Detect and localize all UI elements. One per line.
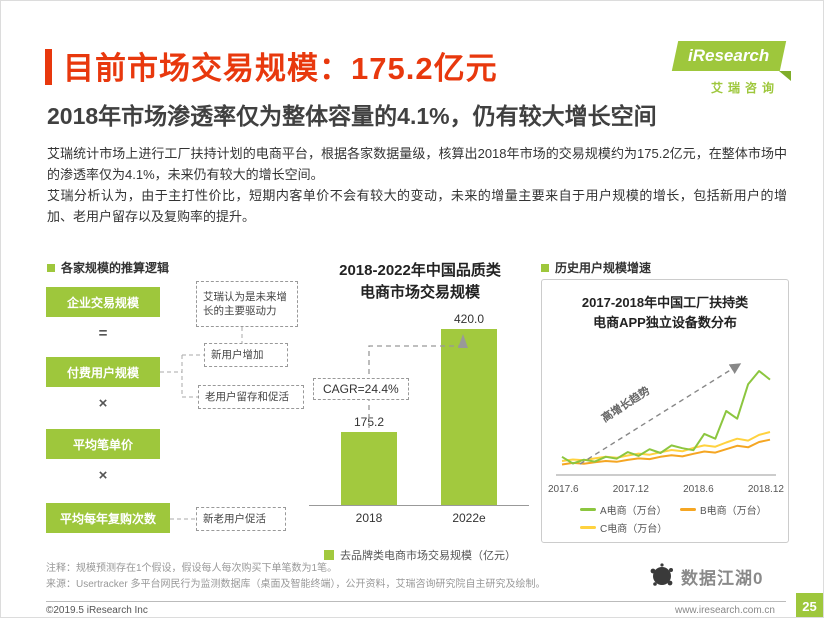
footer-divider	[46, 601, 786, 602]
calculation-flow-diagram: 企业交易规模 = 付费用户规模 × 平均笔单价 × 平均每年复购次数 艾瑞认为是…	[46, 281, 302, 557]
legend-item-c: C电商（万台）	[580, 520, 667, 535]
right-section-header: 历史用户规模增速	[541, 259, 651, 276]
website-text: www.iresearch.com.cn	[675, 605, 775, 616]
legend-swatch-a	[580, 508, 596, 511]
legend-label-b: B电商（万台）	[700, 502, 767, 517]
flow-operator-equals: =	[46, 325, 160, 342]
title-accent-bar	[45, 49, 52, 85]
watermark: 数据江湖0	[649, 563, 763, 589]
logo-brand-text: iResearch	[688, 46, 769, 66]
line-chart-panel: 2017-2018年中国工厂扶持类 电商APP独立设备数分布 高增长趋势 201…	[541, 279, 789, 543]
copyright-text: ©2019.5 iResearch Inc	[46, 605, 148, 616]
flow-box-avg-order-value: 平均笔单价	[46, 429, 160, 459]
flow-box-transaction-scale: 企业交易规模	[46, 287, 160, 317]
logo-cn-text: 艾瑞咨询	[711, 79, 779, 96]
x-tick-2018: 2018	[341, 511, 397, 525]
left-section-header-label: 各家规模的推算逻辑	[61, 261, 169, 275]
cagr-label: CAGR=24.4%	[313, 378, 409, 400]
page-number-badge: 25	[796, 593, 823, 618]
flow-operator-multiply-2: ×	[46, 467, 160, 484]
x-tick-2022e: 2022e	[441, 511, 497, 525]
legend-item-a: A电商（万台）	[580, 502, 667, 517]
bar-chart-title-line2: 电商市场交易规模	[304, 281, 536, 302]
growth-dashed-arrow	[313, 316, 525, 506]
bar-legend-swatch	[324, 550, 334, 560]
logo-ribbon: iResearch	[672, 41, 786, 71]
annotation-repurchase: 新老用户促活	[196, 507, 286, 531]
annotation-retention: 老用户留存和促活	[198, 385, 304, 409]
legend-label-a: A电商（万台）	[600, 502, 667, 517]
tick-2018-6: 2018.6	[683, 484, 714, 495]
watermark-text: 数据江湖0	[681, 564, 763, 589]
report-page: 目前市场交易规模：175.2亿元 iResearch 艾瑞咨询 2018年市场渗…	[0, 0, 824, 618]
page-title: 目前市场交易规模：175.2亿元	[63, 43, 498, 88]
annotation-growth-driver: 艾瑞认为是未来增长的主要驱动力	[196, 281, 298, 327]
legend-label-c: C电商（万台）	[600, 520, 667, 535]
annotation-new-users: 新用户增加	[204, 343, 288, 367]
iresearch-logo: iResearch 艾瑞咨询	[669, 41, 789, 99]
legend-swatch-b	[680, 508, 696, 511]
tick-2017-6: 2017.6	[548, 484, 579, 495]
line-chart-title-line1: 2017-2018年中国工厂扶持类	[542, 292, 788, 311]
flow-box-paying-users: 付费用户规模	[46, 357, 160, 387]
legend-item-b: B电商（万台）	[680, 502, 767, 517]
tick-2018-12: 2018.12	[748, 484, 784, 495]
ink-splash-icon	[649, 563, 675, 589]
tick-2017-12: 2017.12	[613, 484, 649, 495]
flow-box-repurchase-times: 平均每年复购次数	[46, 503, 170, 533]
green-bullet-icon	[541, 264, 549, 272]
line-chart-x-ticks: 2017.6 2017.12 2018.6 2018.12	[548, 484, 784, 495]
right-section-header-label: 历史用户规模增速	[555, 261, 651, 275]
paragraph-2: 艾瑞分析认为，由于主打性价比，短期内客单价不会有较大的变动，未来的增量主要来自于…	[47, 185, 787, 227]
left-section-header: 各家规模的推算逻辑	[47, 259, 169, 276]
bar-chart-panel: 2018-2022年中国品质类 电商市场交易规模 CAGR=24.4% 175.…	[304, 259, 536, 571]
footnote-source: 来源：Usertracker 多平台网民行为监测数据库（桌面及智能终端），公开资…	[46, 577, 606, 593]
line-chart-svg	[554, 342, 778, 482]
bar-chart-plot: CAGR=24.4% 175.2 420.0	[313, 316, 525, 506]
footnote-assumption: 注释：规模预测存在1个假设，假设每人每次购买下单笔数为1笔。	[46, 561, 606, 577]
legend-swatch-c	[580, 526, 596, 529]
line-chart-title-line2: 电商APP独立设备数分布	[542, 312, 788, 331]
logo-notch	[779, 71, 791, 81]
green-bullet-icon	[47, 264, 55, 272]
footnotes: 注释：规模预测存在1个假设，假设每人每次购买下单笔数为1笔。 来源：Usertr…	[46, 561, 606, 593]
body-paragraphs: 艾瑞统计市场上进行工厂扶持计划的电商平台，根据各家数据量级，核算出2018年市场…	[47, 143, 787, 227]
trend-arrow	[556, 364, 776, 475]
paragraph-1: 艾瑞统计市场上进行工厂扶持计划的电商平台，根据各家数据量级，核算出2018年市场…	[47, 143, 787, 185]
bar-chart-title-line1: 2018-2022年中国品质类	[304, 259, 536, 280]
line-chart-plot	[554, 342, 778, 482]
page-subtitle: 2018年市场渗透率仅为整体容量的4.1%，仍有较大增长空间	[47, 97, 797, 131]
flow-operator-multiply-1: ×	[46, 395, 160, 412]
